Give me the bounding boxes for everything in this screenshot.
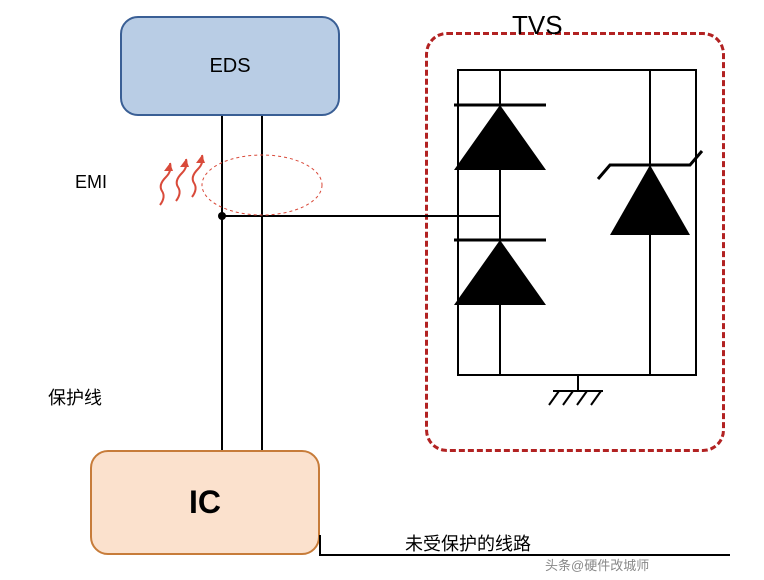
emi-ellipse [202,155,322,215]
emi-arrow-icon [160,163,171,205]
ic-label: IC [189,484,221,521]
watermark: 头条@硬件改城师 [545,555,649,574]
protect-line-label: 保护线 [48,384,102,410]
unprotected-line-label: 未受保护的线路 [405,530,531,556]
eds-label: EDS [209,55,250,78]
junction-dot [218,212,226,220]
emi-arrow-icon [176,159,187,201]
tvs-label: TVS [512,10,563,41]
emi-arrow-icon [192,155,203,197]
tvs-border [425,32,725,452]
eds-block: EDS [120,16,340,116]
ic-block: IC [90,450,320,555]
emi-label: EMI [75,172,107,193]
